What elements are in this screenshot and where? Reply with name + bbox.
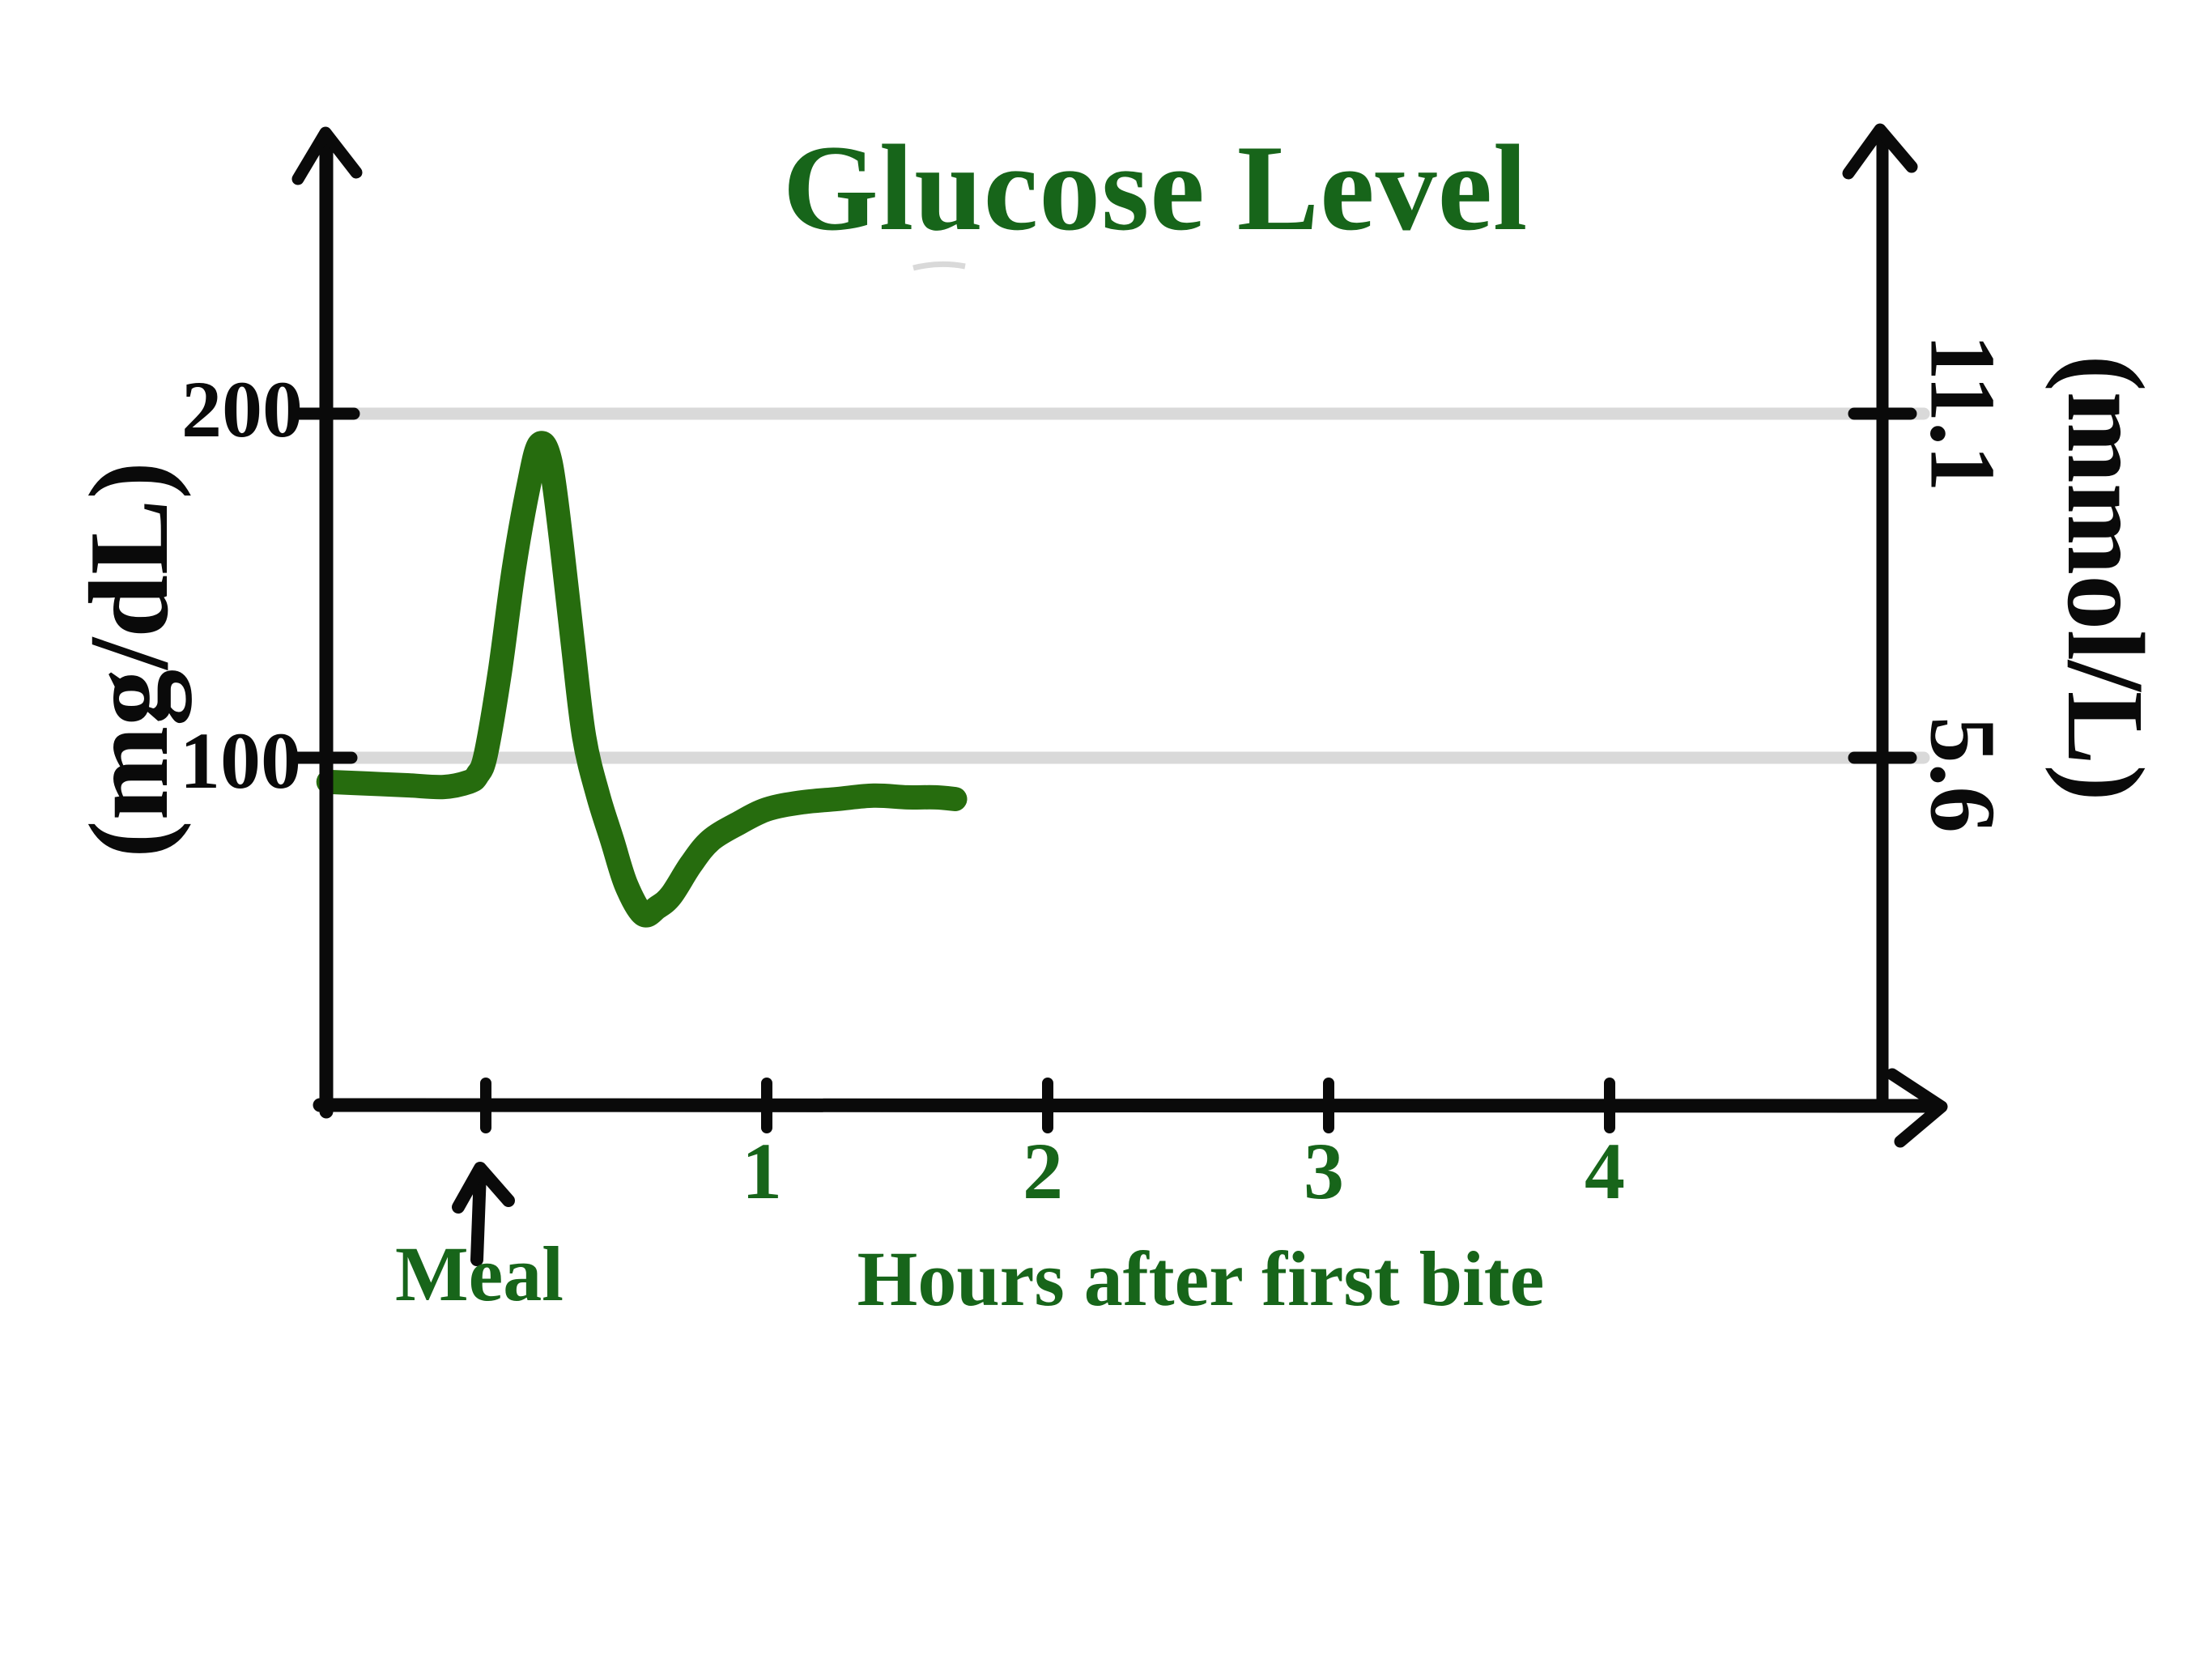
y-axis-left-arrowhead-icon xyxy=(291,126,363,185)
x-axis-line xyxy=(313,1098,1938,1113)
y-left-unit-label: (mg/dL) xyxy=(66,461,192,858)
y-right-label-11-1: 11.1 xyxy=(1911,334,2014,492)
x-label-2: 2 xyxy=(1023,1126,1063,1216)
x-axis-arrowhead-icon xyxy=(1886,1068,1948,1148)
smudge-artifact xyxy=(912,261,966,271)
x-label-3: 3 xyxy=(1304,1126,1344,1216)
y-right-label-5-6: 5.6 xyxy=(1911,716,2014,833)
x-label-4: 4 xyxy=(1585,1126,1625,1216)
y-axis-right-arrowhead-icon xyxy=(1842,123,1918,180)
glucose-curve xyxy=(316,431,968,928)
x-label-1: 1 xyxy=(742,1126,782,1216)
meal-arrow-shaft xyxy=(470,1167,487,1266)
y-left-label-100: 100 xyxy=(180,716,301,806)
y-left-label-200: 200 xyxy=(181,364,303,454)
chart-title: Glucose Level xyxy=(782,120,1529,256)
y-right-unit-label: (mmol/L) xyxy=(2044,355,2166,801)
x-axis-title: Hours after first bite xyxy=(857,1235,1545,1322)
meal-arrow-icon xyxy=(452,1162,515,1214)
meal-label: Meal xyxy=(395,1231,564,1317)
